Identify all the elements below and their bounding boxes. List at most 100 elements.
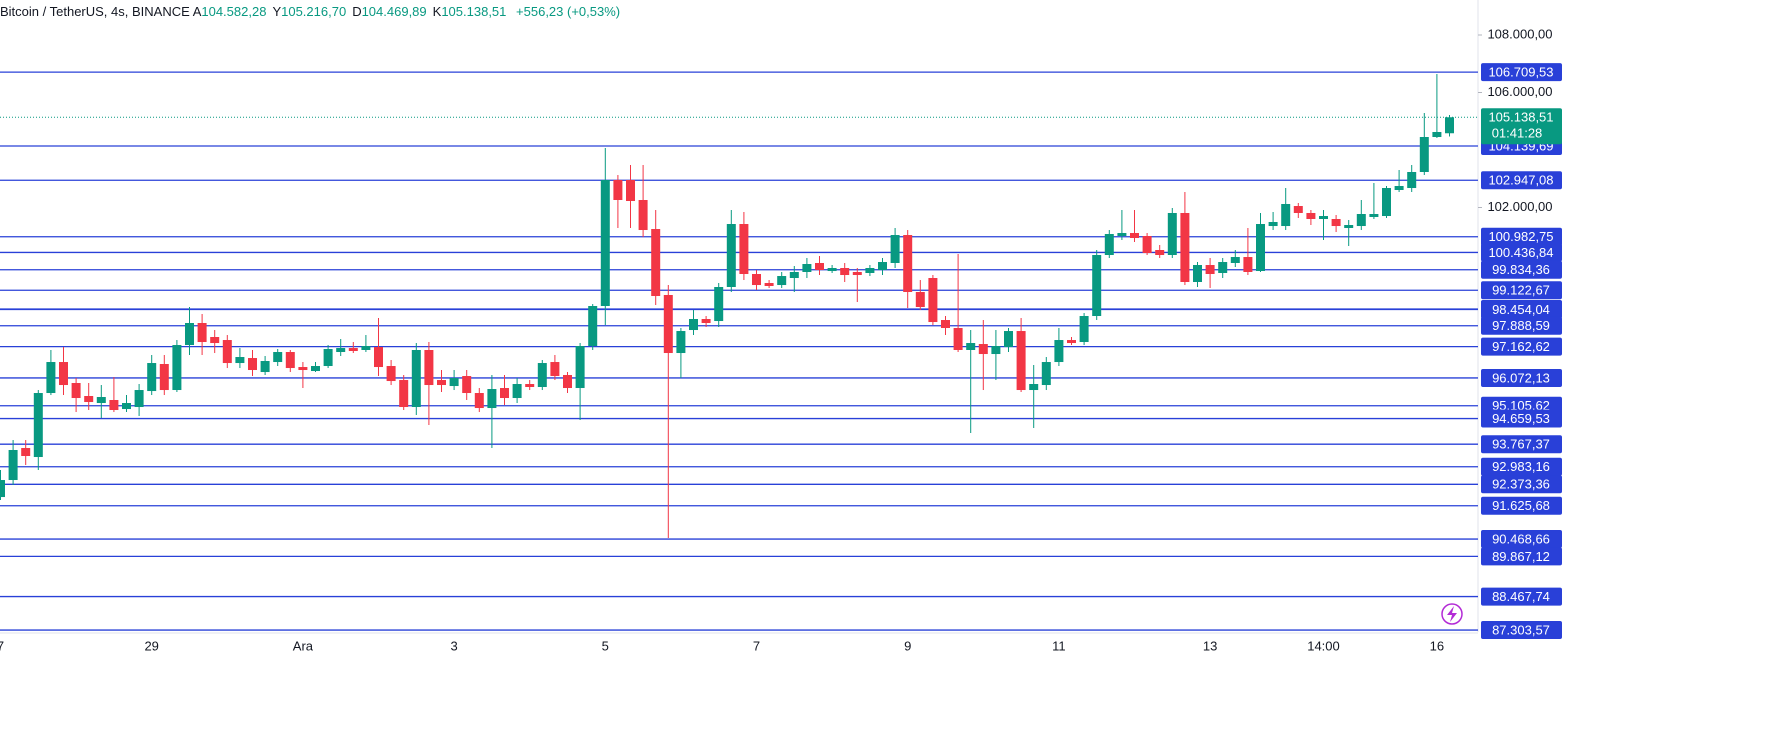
- candle-body: [235, 357, 245, 364]
- candle-body: [789, 271, 799, 279]
- last-price-box: [1481, 108, 1562, 145]
- candle-body: [1041, 362, 1051, 386]
- level-label: 99.834,36: [1492, 262, 1550, 277]
- candle-body: [638, 199, 648, 231]
- candle-body: [1193, 265, 1202, 283]
- candle-body: [1230, 257, 1240, 263]
- level-label: 90.468,66: [1492, 531, 1550, 546]
- candle-body: [1155, 249, 1165, 256]
- candle-body: [474, 393, 484, 409]
- level-label-box: [1481, 368, 1562, 387]
- x-tick-label: 7: [0, 638, 4, 653]
- candle-body: [1079, 316, 1089, 343]
- candle-body: [260, 361, 270, 373]
- level-label-box: [1481, 281, 1562, 300]
- level-label-box: [1481, 227, 1562, 246]
- ohlc-value: 105.216,70: [281, 4, 347, 19]
- candle-body: [1268, 221, 1278, 227]
- candle-body: [764, 283, 774, 286]
- candle-body: [386, 366, 396, 382]
- level-label-box: [1481, 587, 1562, 606]
- candle-body: [865, 267, 875, 274]
- level-label: 96.072,13: [1492, 370, 1550, 385]
- candle-body: [159, 364, 169, 391]
- candle-body: [134, 390, 144, 408]
- candle-body: [840, 267, 850, 276]
- candle-body: [1369, 214, 1379, 217]
- candle-body: [147, 363, 157, 392]
- candle-body: [1243, 257, 1253, 272]
- candle-body: [802, 264, 812, 272]
- candle-body: [878, 262, 887, 271]
- x-tick-label: 7: [753, 638, 760, 653]
- candle-body: [1167, 212, 1177, 256]
- candle-body: [676, 331, 686, 354]
- level-label: 100.436,84: [1488, 245, 1553, 260]
- candle-body: [33, 393, 43, 458]
- candle-body: [1407, 171, 1417, 189]
- level-label: 97.888,59: [1492, 318, 1550, 333]
- level-label-box: [1481, 530, 1562, 549]
- level-label-box: [1481, 63, 1562, 82]
- level-label-box: [1481, 337, 1562, 356]
- candle-body: [1117, 233, 1127, 236]
- candle-body: [487, 389, 497, 409]
- candle-body: [903, 235, 913, 293]
- candle-body: [941, 320, 950, 329]
- level-label-box: [1481, 475, 1562, 494]
- y-tick-label: 102.000,00: [1487, 199, 1552, 214]
- x-tick-label: 11: [1052, 638, 1066, 653]
- candle-body: [1432, 132, 1442, 138]
- level-label: 97.162,62: [1492, 339, 1550, 354]
- candle-body: [563, 375, 572, 389]
- candle-body: [890, 235, 900, 263]
- ohlc: A104.582,28 Y105.216,70 D104.469,89 K105.13…: [193, 4, 513, 19]
- level-label: 93.767,37: [1492, 437, 1550, 452]
- candle-body: [1331, 219, 1341, 227]
- candle-body: [197, 323, 207, 343]
- level-label-box: [1481, 260, 1562, 279]
- y-tick-label: 108.000,00: [1487, 26, 1552, 41]
- candle-body: [1293, 206, 1303, 213]
- candle-body: [1180, 212, 1190, 283]
- candle-body: [600, 179, 610, 307]
- level-label: 99.122,67: [1492, 283, 1550, 298]
- level-label: 102.947,08: [1488, 173, 1553, 188]
- candle-body: [689, 319, 698, 331]
- candle-body: [714, 287, 724, 322]
- candle-body: [701, 319, 711, 324]
- candle-body: [84, 396, 94, 403]
- candle-body: [8, 449, 18, 481]
- level-label: 100.982,75: [1488, 229, 1553, 244]
- candle-body: [1205, 265, 1215, 275]
- candle-body: [852, 271, 862, 276]
- level-label-box: [1481, 409, 1562, 428]
- candle-body: [991, 346, 1001, 355]
- candle-body: [1281, 203, 1291, 227]
- level-label: 91.625,68: [1492, 498, 1550, 513]
- candle-body: [500, 388, 509, 399]
- candle-body: [424, 349, 434, 386]
- candle-body: [1029, 384, 1039, 391]
- level-label-box: [1481, 300, 1562, 319]
- level-label: 89.867,12: [1492, 549, 1550, 564]
- candle-body: [550, 362, 560, 377]
- ohlc-value: 105.138,51: [441, 4, 507, 19]
- level-label: 98.454,04: [1492, 302, 1550, 317]
- level-label: 92.373,36: [1492, 477, 1550, 492]
- level-label-box: [1481, 316, 1562, 335]
- candle-body: [285, 352, 295, 369]
- candle-body: [1344, 225, 1354, 229]
- candle-body: [248, 358, 257, 371]
- candle-body: [512, 384, 522, 399]
- candle-body: [323, 349, 333, 367]
- level-label-box: [1481, 496, 1562, 515]
- candle-body: [1092, 255, 1102, 317]
- candle-body: [109, 399, 119, 411]
- candle-body: [953, 328, 963, 350]
- candle-body: [575, 346, 585, 389]
- header: Bitcoin / TetherUS, 4s, BINANCE A104.582…: [0, 4, 626, 19]
- candle-body: [928, 278, 938, 323]
